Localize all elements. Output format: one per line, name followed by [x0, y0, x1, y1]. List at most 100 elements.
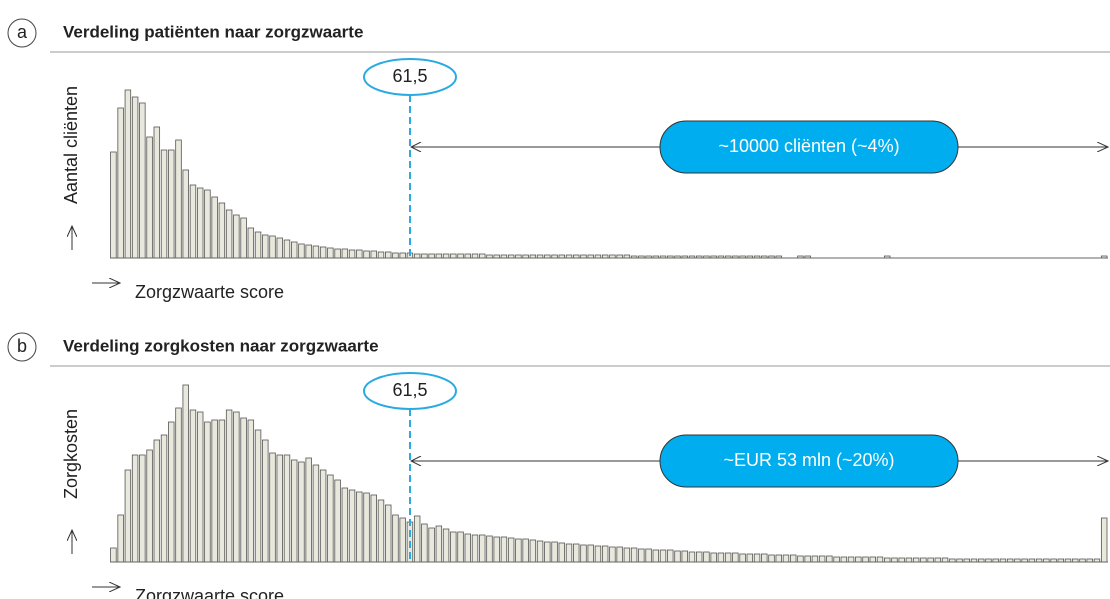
bar: [385, 251, 392, 259]
bar: [630, 547, 638, 563]
bar: [189, 409, 197, 563]
bar: [442, 253, 450, 259]
bar: [536, 540, 544, 563]
bar: [927, 557, 934, 563]
bar: [920, 557, 927, 563]
bar: [110, 547, 117, 563]
y-axis-label: Aantal cliënten: [61, 86, 81, 204]
bar: [117, 514, 124, 563]
bar: [623, 547, 631, 563]
bar: [413, 253, 421, 259]
bar: [515, 538, 522, 563]
bar: [319, 469, 327, 563]
bar: [168, 149, 175, 259]
bar: [428, 253, 435, 259]
bar: [153, 126, 161, 259]
bar: [182, 169, 189, 259]
bar: [616, 546, 623, 563]
bar: [356, 249, 363, 259]
bar: [131, 96, 139, 259]
bar: [370, 494, 377, 563]
bar: [341, 487, 349, 563]
bar: [160, 434, 168, 563]
bar: [421, 523, 428, 563]
bar: [638, 548, 645, 563]
bar: [905, 557, 913, 563]
bar: [160, 149, 168, 259]
bar: [934, 557, 942, 563]
bar: [645, 548, 652, 563]
bar: [262, 234, 269, 259]
bar: [254, 231, 262, 259]
bar: [840, 556, 848, 563]
bar: [240, 417, 247, 563]
bar: [442, 528, 450, 563]
bar: [464, 533, 471, 563]
panel-title: Verdeling patiënten naar zorgzwaarte: [63, 22, 363, 41]
bar: [833, 556, 840, 563]
bar: [146, 136, 153, 259]
bar: [941, 557, 949, 563]
bar: [667, 549, 674, 563]
bar: [348, 249, 356, 259]
annotation-pill: [659, 120, 959, 174]
bar: [855, 556, 862, 563]
bar: [710, 552, 717, 563]
panel-label: a: [17, 22, 28, 42]
bar: [305, 457, 312, 563]
bar: [298, 461, 305, 563]
bar: [233, 411, 240, 563]
bar: [717, 552, 725, 563]
bar: [435, 525, 443, 563]
bar: [399, 517, 406, 563]
panel-badge: [7, 332, 37, 362]
panel-title: Verdeling zorgkosten naar zorgzwaarte: [63, 336, 379, 355]
bar: [334, 248, 341, 259]
bar: [327, 474, 334, 563]
bar: [551, 541, 558, 563]
bar: [739, 553, 746, 563]
bar: [413, 515, 421, 563]
bar: [450, 253, 457, 259]
threshold-badge: [363, 58, 457, 96]
bar: [189, 184, 197, 259]
bar: [254, 429, 262, 563]
bar: [370, 250, 377, 259]
bar: [341, 248, 349, 259]
bar: [175, 407, 182, 563]
bar: [218, 419, 226, 563]
bar: [609, 546, 616, 563]
bar: [681, 550, 688, 563]
bar: [233, 214, 240, 259]
panel-label: b: [17, 336, 27, 356]
threshold-label: 61,5: [392, 380, 427, 400]
annotation-text: ~10000 cliënten (~4%): [718, 136, 899, 156]
bar: [196, 187, 204, 259]
bar: [486, 535, 493, 563]
bar: [312, 464, 320, 563]
bar: [558, 542, 566, 563]
bar: [565, 543, 573, 563]
bar: [385, 504, 392, 563]
bar: [457, 253, 464, 259]
bar: [290, 459, 298, 563]
bar: [240, 217, 247, 259]
y-axis-label: Zorgkosten: [61, 409, 81, 499]
bar: [124, 89, 132, 259]
bar: [363, 492, 370, 563]
bar: [290, 241, 298, 259]
bar: [746, 553, 754, 563]
bar: [876, 556, 884, 563]
bar: [399, 252, 406, 259]
bar: [153, 439, 161, 563]
bar: [479, 534, 486, 563]
bar: [724, 552, 732, 563]
panel-badge: [7, 18, 37, 48]
bar: [507, 537, 515, 563]
bar: [319, 246, 327, 259]
bar: [262, 439, 269, 563]
bar: [818, 555, 826, 563]
threshold-label: 61,5: [392, 66, 427, 86]
bar: [117, 107, 124, 259]
